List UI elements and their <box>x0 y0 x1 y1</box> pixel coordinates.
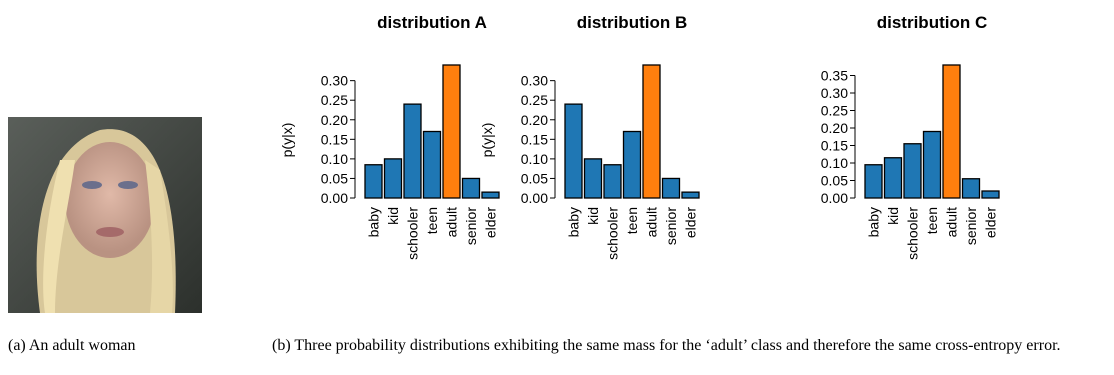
y-tick-label: 0.30 <box>321 73 348 89</box>
bar <box>864 164 883 199</box>
bar <box>681 191 700 199</box>
x-tick-label: kid <box>885 207 901 225</box>
x-tick-label: elder <box>483 207 499 238</box>
x-tick-label: senior <box>663 207 679 245</box>
x-tick-label: schooler <box>405 207 421 260</box>
x-tick-label: schooler <box>605 207 621 260</box>
bar <box>642 64 661 199</box>
x-tick-label: schooler <box>905 207 921 260</box>
caption-a: (a) An adult woman <box>8 337 136 354</box>
x-tick-label: elder <box>983 207 999 238</box>
bar <box>422 130 442 199</box>
x-tick-label: kid <box>585 207 601 225</box>
x-tick-label: senior <box>463 207 479 245</box>
bar <box>403 103 422 199</box>
y-tick-label: 0.25 <box>521 92 548 108</box>
y-tick-label: 0.25 <box>821 103 848 119</box>
x-tick-label: senior <box>963 207 979 245</box>
y-tick-label: 0.30 <box>821 85 848 101</box>
bar <box>364 164 383 199</box>
x-tick-label: baby <box>366 207 382 237</box>
y-tick-label: 0.15 <box>321 131 348 147</box>
bar <box>922 130 942 199</box>
y-tick-label: 0.10 <box>821 155 848 171</box>
y-tick-label: 0.00 <box>821 190 848 206</box>
bar <box>961 178 981 199</box>
y-tick-label: 0.20 <box>321 112 348 128</box>
y-tick-label: 0.25 <box>321 92 348 108</box>
y-tick-label: 0.05 <box>521 170 548 186</box>
y-axis-label: p(y|x) <box>479 123 495 158</box>
y-tick-label: 0.15 <box>521 131 548 147</box>
x-tick-label: adult <box>444 207 460 237</box>
bar <box>661 177 681 199</box>
bar <box>564 103 583 199</box>
chart-title: distribution C <box>877 13 987 32</box>
bar <box>622 130 642 199</box>
y-axis-label: p(y|x) <box>279 123 295 158</box>
y-tick-label: 0.10 <box>521 151 548 167</box>
y-tick-label: 0.00 <box>521 190 548 206</box>
bar <box>442 64 461 199</box>
chart-title: distribution A <box>377 13 487 32</box>
y-tick-label: 0.00 <box>321 190 348 206</box>
y-tick-label: 0.20 <box>521 112 548 128</box>
x-tick-label: teen <box>424 207 440 234</box>
y-tick-label: 0.20 <box>821 120 848 136</box>
y-tick-label: 0.05 <box>321 170 348 186</box>
x-tick-label: kid <box>385 207 401 225</box>
x-tick-label: elder <box>683 207 699 238</box>
y-tick-label: 0.05 <box>821 173 848 189</box>
bar <box>583 158 603 199</box>
y-tick-label: 0.30 <box>521 73 548 89</box>
chart-title: distribution B <box>577 13 687 32</box>
caption-b: (b) Three probability distributions exhi… <box>272 337 1061 354</box>
x-tick-label: teen <box>924 207 940 234</box>
bar <box>942 64 961 199</box>
bar <box>981 190 1000 199</box>
bar <box>883 157 903 199</box>
x-tick-label: baby <box>866 207 882 237</box>
photo <box>8 117 202 313</box>
bar <box>481 191 500 199</box>
bar <box>603 164 622 199</box>
y-tick-label: 0.15 <box>821 138 848 154</box>
y-tick-label: 0.35 <box>821 68 848 84</box>
x-tick-label: adult <box>944 207 960 237</box>
bar <box>461 177 481 199</box>
bar <box>903 143 922 199</box>
x-tick-label: baby <box>566 207 582 237</box>
y-tick-label: 0.10 <box>321 151 348 167</box>
x-tick-label: teen <box>624 207 640 234</box>
bar <box>383 158 403 199</box>
x-tick-label: adult <box>644 207 660 237</box>
